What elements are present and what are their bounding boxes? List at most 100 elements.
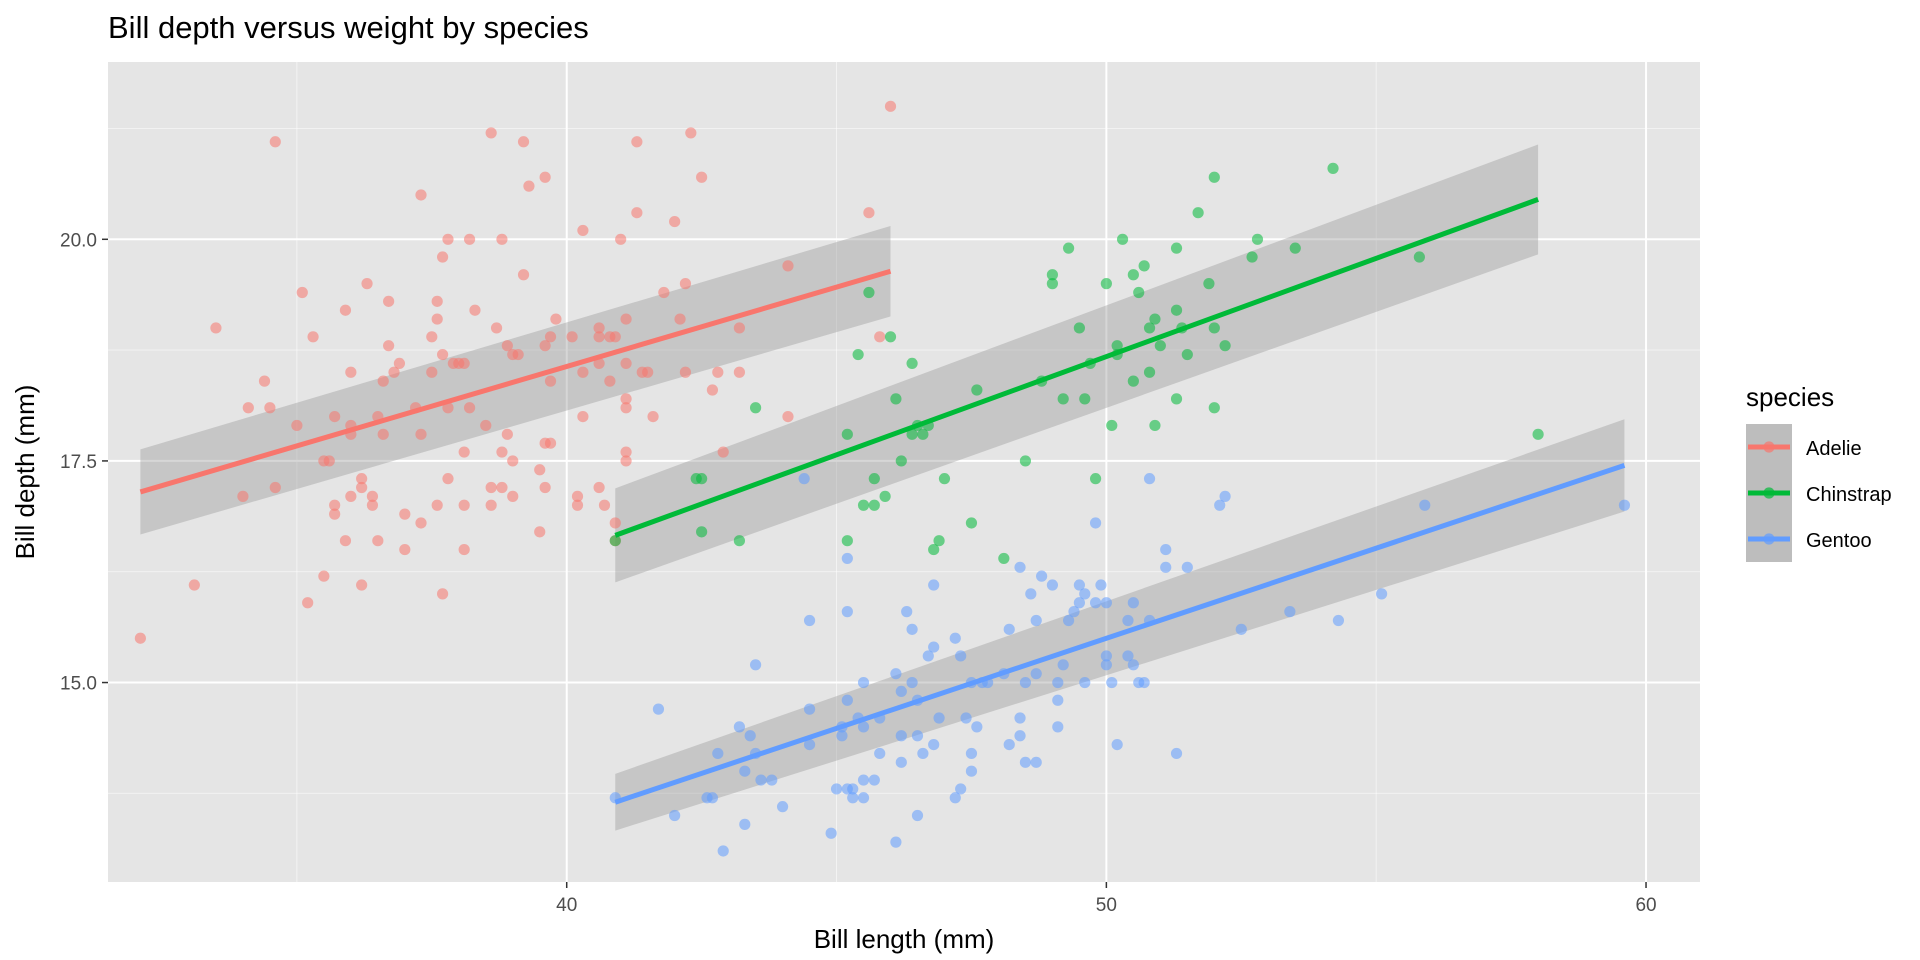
point-chinstrap <box>879 490 891 502</box>
point-gentoo <box>1079 676 1091 689</box>
point-adelie <box>356 481 368 494</box>
point-adelie <box>258 375 271 387</box>
point-adelie <box>706 384 719 396</box>
legend-label-chinstrap: Chinstrap <box>1806 484 1892 506</box>
point-gentoo <box>739 818 751 830</box>
point-adelie <box>620 446 632 458</box>
point-gentoo <box>1100 659 1112 671</box>
legend-point-chinstrap <box>1763 487 1775 499</box>
point-adelie <box>366 499 379 511</box>
point-adelie <box>642 366 654 378</box>
point-adelie <box>323 455 335 467</box>
point-gentoo <box>1127 597 1139 609</box>
point-gentoo <box>1160 561 1172 573</box>
point-gentoo <box>1235 623 1247 635</box>
point-gentoo <box>971 721 983 733</box>
point-adelie <box>436 348 449 361</box>
point-chinstrap <box>1143 322 1156 334</box>
point-gentoo <box>825 827 837 839</box>
point-gentoo <box>1106 676 1118 689</box>
point-chinstrap <box>1111 340 1123 352</box>
point-adelie <box>269 136 281 148</box>
point-chinstrap <box>1208 322 1220 334</box>
point-gentoo <box>847 792 859 804</box>
point-adelie <box>647 410 659 423</box>
point-adelie <box>237 490 249 502</box>
point-adelie <box>620 393 632 405</box>
point-gentoo <box>1014 712 1026 724</box>
point-chinstrap <box>1203 278 1215 290</box>
point-chinstrap <box>841 535 853 547</box>
point-adelie <box>442 233 454 245</box>
point-adelie <box>361 278 373 290</box>
point-adelie <box>436 251 449 263</box>
point-chinstrap <box>749 402 762 414</box>
point-gentoo <box>1181 561 1193 573</box>
point-gentoo <box>928 641 940 653</box>
legend-title: species <box>1746 382 1834 412</box>
point-gentoo <box>1057 659 1069 671</box>
point-gentoo <box>733 721 746 733</box>
point-gentoo <box>874 747 886 760</box>
point-adelie <box>431 499 443 511</box>
point-chinstrap <box>852 348 864 361</box>
point-gentoo <box>766 774 778 786</box>
point-chinstrap <box>1046 269 1059 281</box>
point-adelie <box>874 331 886 343</box>
point-adelie <box>415 189 427 201</box>
point-gentoo <box>895 685 907 698</box>
point-gentoo <box>1122 650 1134 662</box>
point-chinstrap <box>1219 340 1231 352</box>
point-adelie <box>242 402 254 414</box>
point-adelie <box>399 543 411 556</box>
point-adelie <box>544 331 557 343</box>
point-chinstrap <box>1133 286 1145 299</box>
point-gentoo <box>803 614 816 627</box>
fit-line-chinstrap <box>614 197 1539 538</box>
point-gentoo <box>1095 579 1107 591</box>
point-adelie <box>501 428 513 440</box>
point-chinstrap <box>1127 269 1139 281</box>
point-gentoo <box>1003 623 1015 635</box>
point-chinstrap <box>1019 455 1032 467</box>
point-chinstrap <box>1073 322 1085 334</box>
point-chinstrap <box>1327 162 1339 174</box>
point-gentoo <box>841 694 853 706</box>
point-adelie <box>383 295 395 307</box>
point-adelie <box>782 410 794 423</box>
point-adelie <box>884 100 897 112</box>
point-gentoo <box>1079 588 1091 600</box>
x-tick-label: 40 <box>556 895 577 916</box>
point-chinstrap <box>1170 393 1183 405</box>
point-adelie <box>571 499 584 511</box>
minor-gridlines <box>108 62 1700 882</box>
point-adelie <box>539 171 551 183</box>
point-chinstrap <box>1532 428 1544 440</box>
point-gentoo <box>669 809 681 822</box>
point-adelie <box>496 233 508 245</box>
point-adelie <box>345 490 357 502</box>
point-chinstrap <box>917 428 929 440</box>
point-gentoo <box>1138 676 1150 689</box>
point-adelie <box>377 428 389 440</box>
point-gentoo <box>1089 517 1102 529</box>
point-gentoo <box>652 703 665 715</box>
point-gentoo <box>911 730 924 742</box>
point-gentoo <box>1111 738 1123 751</box>
point-gentoo <box>857 774 870 786</box>
point-gentoo <box>890 668 902 680</box>
point-adelie <box>469 304 481 316</box>
point-adelie <box>431 295 443 307</box>
point-gentoo <box>1089 597 1102 609</box>
point-gentoo <box>841 552 853 565</box>
point-adelie <box>399 508 411 520</box>
point-chinstrap <box>1116 233 1129 245</box>
point-adelie <box>345 366 357 378</box>
point-gentoo <box>1030 668 1042 680</box>
point-adelie <box>377 375 389 387</box>
point-chinstrap <box>1181 348 1193 361</box>
point-adelie <box>593 481 605 494</box>
point-chinstrap <box>928 543 940 556</box>
point-gentoo <box>1025 588 1037 600</box>
point-chinstrap <box>971 384 983 396</box>
